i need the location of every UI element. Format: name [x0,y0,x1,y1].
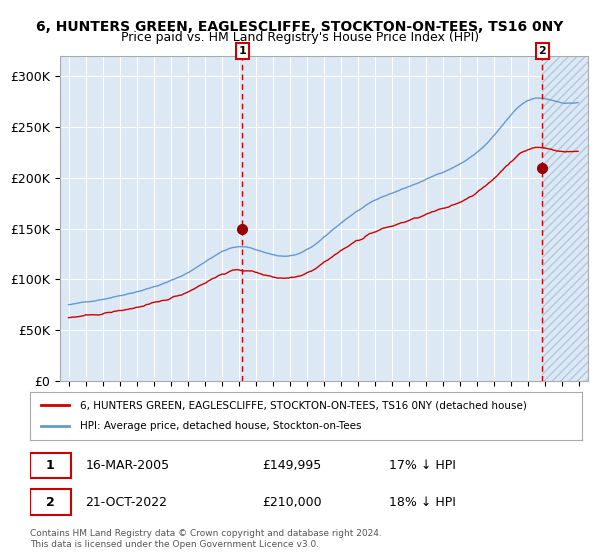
Text: 2: 2 [538,46,546,56]
Text: 2: 2 [46,496,55,508]
Text: 1: 1 [239,46,246,56]
Text: 18% ↓ HPI: 18% ↓ HPI [389,496,455,508]
Text: 6, HUNTERS GREEN, EAGLESCLIFFE, STOCKTON-ON-TEES, TS16 0NY (detached house): 6, HUNTERS GREEN, EAGLESCLIFFE, STOCKTON… [80,400,527,410]
Text: 6, HUNTERS GREEN, EAGLESCLIFFE, STOCKTON-ON-TEES, TS16 0NY: 6, HUNTERS GREEN, EAGLESCLIFFE, STOCKTON… [37,20,563,34]
Text: HPI: Average price, detached house, Stockton-on-Tees: HPI: Average price, detached house, Stoc… [80,421,361,431]
FancyBboxPatch shape [30,489,71,515]
Text: Price paid vs. HM Land Registry's House Price Index (HPI): Price paid vs. HM Land Registry's House … [121,31,479,44]
Text: 1: 1 [46,459,55,472]
Text: £210,000: £210,000 [262,496,322,508]
FancyBboxPatch shape [30,452,71,478]
Text: Contains HM Land Registry data © Crown copyright and database right 2024.
This d: Contains HM Land Registry data © Crown c… [30,529,382,549]
Text: £149,995: £149,995 [262,459,321,472]
Text: 16-MAR-2005: 16-MAR-2005 [85,459,169,472]
Text: 17% ↓ HPI: 17% ↓ HPI [389,459,455,472]
Text: 21-OCT-2022: 21-OCT-2022 [85,496,167,508]
